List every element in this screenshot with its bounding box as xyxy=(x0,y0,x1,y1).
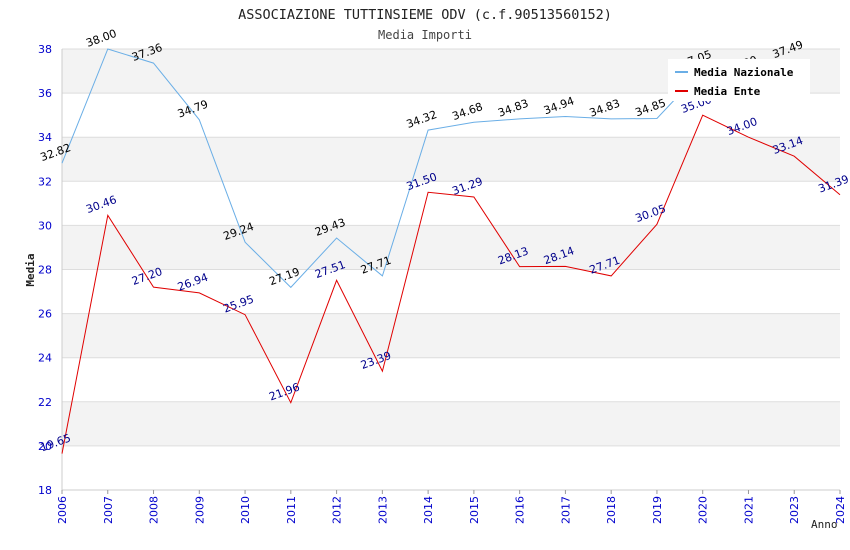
x-tick-label: 2013 xyxy=(376,496,389,524)
legend-label: Media Ente xyxy=(694,85,761,98)
y-tick-label: 38 xyxy=(38,43,52,56)
x-tick-label: 2019 xyxy=(651,496,664,524)
data-label: 38.00 xyxy=(84,27,118,50)
x-tick-label: 2015 xyxy=(468,496,481,524)
x-tick-label: 2020 xyxy=(697,496,710,524)
y-tick-label: 36 xyxy=(38,87,52,100)
grid-band xyxy=(62,445,840,490)
legend: Media Nazionale Media Ente xyxy=(668,59,810,101)
grid-band xyxy=(62,181,840,226)
series-lines xyxy=(61,48,841,454)
x-tick-label: 2023 xyxy=(788,496,801,524)
x-tick-label: 2016 xyxy=(514,496,527,524)
y-tick-label: 30 xyxy=(38,219,52,232)
x-tick-label: 2024 xyxy=(834,496,847,524)
x-tick-label: 2011 xyxy=(285,496,298,524)
y-tick-label: 24 xyxy=(38,352,52,365)
chart-title: ASSOCIAZIONE TUTTINSIEME ODV (c.f.905135… xyxy=(238,7,612,23)
x-tick-label: 2017 xyxy=(559,496,572,524)
y-tick-label: 18 xyxy=(38,484,52,497)
x-tick-label: 2012 xyxy=(331,496,344,524)
x-tick-label: 2010 xyxy=(239,496,252,524)
x-tick-label: 2008 xyxy=(148,496,161,524)
chart-subtitle: Media Importi xyxy=(378,28,472,42)
y-axis-label: Media xyxy=(24,253,37,286)
x-tick-label: 2006 xyxy=(56,496,69,524)
x-tick-label: 2007 xyxy=(102,496,115,524)
y-tick-label: 20 xyxy=(38,440,52,453)
series-line-0 xyxy=(61,48,795,289)
x-tick-label: 2009 xyxy=(193,496,206,524)
y-tick-label: 32 xyxy=(38,175,52,188)
legend-box xyxy=(668,59,810,101)
grid-band xyxy=(62,225,840,270)
x-tick-label: 2021 xyxy=(742,496,755,524)
y-tick-label: 26 xyxy=(38,308,52,321)
axes: 18 20 22 24 26 28 30 32 34 36 38 2006 2007 2008 2009 20… xyxy=(38,43,847,524)
grid-band xyxy=(62,357,840,402)
y-tick-label: 34 xyxy=(38,131,52,144)
grid-band xyxy=(62,137,840,182)
y-tick-label: 28 xyxy=(38,264,52,277)
x-tick-label: 2018 xyxy=(605,496,618,524)
grid-band xyxy=(62,313,840,358)
x-tick-label: 2014 xyxy=(422,496,435,524)
x-axis-label: Anno xyxy=(811,518,838,531)
series-line-1 xyxy=(61,114,841,454)
grid-band xyxy=(62,401,840,446)
legend-label: Media Nazionale xyxy=(694,66,794,79)
y-tick-label: 22 xyxy=(38,396,52,409)
